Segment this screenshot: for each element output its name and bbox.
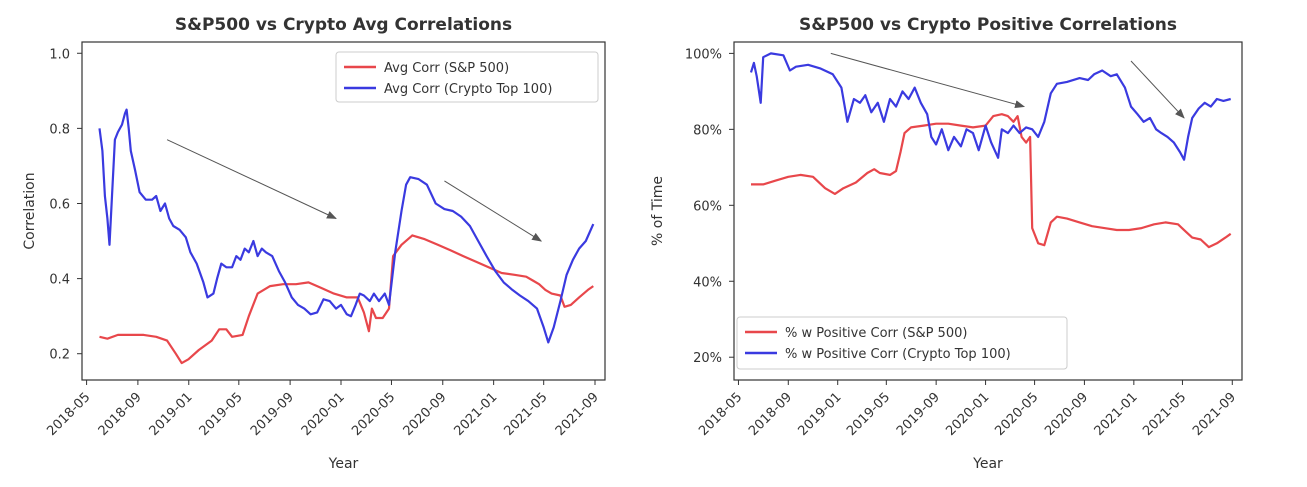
x-tick-label: 2018-09 (96, 390, 145, 439)
x-tick-label: 2021-09 (1190, 390, 1239, 439)
x-tick-label: 2021-09 (553, 390, 602, 439)
legend-label: Avg Corr (Crypto Top 100) (384, 82, 552, 97)
series-line-sp500 (99, 234, 594, 365)
y-tick-label: 0.2 (49, 348, 70, 363)
y-tick-label: 1.0 (49, 47, 70, 62)
series-line-crypto (98, 108, 595, 344)
x-tick-label: 2019-05 (844, 390, 893, 439)
series-line-crypto (749, 52, 1231, 161)
x-tick-label: 2021-05 (1140, 390, 1189, 439)
y-tick-label: 0.8 (49, 122, 70, 137)
x-tick-label: 2019-05 (197, 390, 246, 439)
chart-title-0: S&P500 vs Crypto Avg Correlations (175, 15, 512, 35)
legend-label: % w Positive Corr (S&P 500) (785, 326, 967, 341)
legend-label: Avg Corr (S&P 500) (384, 61, 509, 76)
y-axis-label-1: % of Time (650, 176, 666, 246)
x-tick-label: 2021-01 (1092, 390, 1141, 439)
x-axis-label-1: Year (972, 456, 1003, 472)
trend-arrow (444, 180, 543, 242)
x-tick-label: 2020-05 (349, 390, 398, 439)
legend-box-1 (736, 316, 1068, 370)
y-tick-label: 100% (685, 47, 722, 62)
x-tick-label: 2019-09 (248, 390, 297, 439)
chart-title-1: S&P500 vs Crypto Positive Correlations (799, 15, 1177, 35)
y-tick-label: 80% (693, 123, 722, 138)
x-tick-label: 2020-01 (943, 390, 992, 439)
x-tick-label: 2018-09 (746, 390, 795, 439)
x-tick-label: 2020-09 (1042, 390, 1091, 439)
x-tick-label: 2021-05 (501, 390, 550, 439)
y-tick-label: 0.4 (49, 273, 70, 288)
y-axis-label-0: Correlation (22, 172, 38, 249)
x-tick-label: 2019-01 (147, 390, 196, 439)
trend-arrow (1130, 60, 1185, 119)
y-tick-label: 0.6 (49, 197, 70, 212)
legend-label: % w Positive Corr (Crypto Top 100) (785, 347, 1011, 362)
x-tick-label: 2019-09 (894, 390, 943, 439)
x-tick-label: 2018-05 (696, 390, 745, 439)
x-tick-label: 2020-01 (299, 390, 348, 439)
y-tick-label: 60% (693, 199, 722, 214)
x-axis-label-0: Year (328, 456, 359, 472)
y-tick-label: 20% (693, 351, 722, 366)
x-tick-label: 2019-01 (796, 390, 845, 439)
trend-arrow (166, 139, 337, 219)
trend-arrow (830, 52, 1026, 109)
plot-frame-1 (733, 41, 1243, 381)
x-tick-label: 2018-05 (44, 390, 93, 439)
x-tick-label: 2021-01 (451, 390, 500, 439)
series-line-sp500 (751, 113, 1232, 249)
x-tick-label: 2020-05 (992, 390, 1041, 439)
y-tick-label: 40% (693, 275, 722, 290)
x-tick-label: 2020-09 (401, 390, 450, 439)
legend-box-0 (335, 51, 599, 103)
plot-frame-0 (81, 41, 606, 381)
